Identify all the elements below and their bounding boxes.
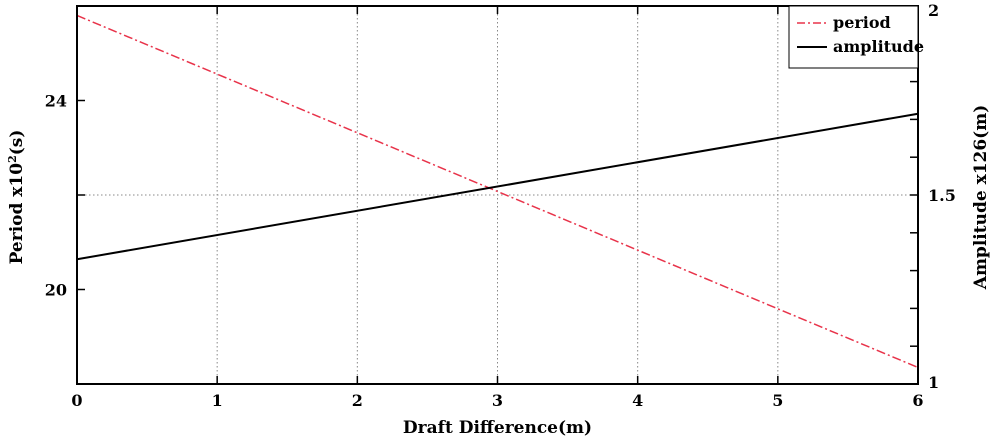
y-left-axis-label-base: Period x10 [7, 163, 27, 265]
tick-labels: 0 1 2 3 4 5 6 20 24 1 1.5 2 [45, 1, 956, 410]
y-left-axis-label-unit: (s) [7, 130, 27, 156]
x-tick-label-0: 0 [71, 391, 82, 410]
y-left-tick-label-24: 24 [45, 92, 67, 111]
x-tick-label-1: 1 [212, 391, 223, 410]
y-left-axis-label-superscript: 2 [6, 155, 19, 163]
legend-label-period: period [833, 13, 891, 32]
series-lines [76, 14, 919, 369]
y-left-axis-label: Period x102(s) [6, 130, 28, 265]
series-line-amplitude [76, 112, 919, 261]
y-left-tick-label-20: 20 [45, 281, 67, 300]
series-line-period [76, 14, 919, 369]
x-tick-label-3: 3 [492, 391, 503, 410]
x-axis-label: Draft Difference(m) [403, 418, 592, 438]
x-tick-label-6: 6 [912, 391, 923, 410]
y-right-tick-label-1: 1 [928, 373, 939, 392]
x-tick-label-2: 2 [352, 391, 363, 410]
y-right-tick-label-2: 2 [928, 1, 939, 20]
legend-label-amplitude: amplitude [833, 37, 924, 56]
x-tick-label-5: 5 [772, 391, 783, 410]
grid-lines [77, 6, 918, 384]
x-tick-label-4: 4 [632, 391, 643, 410]
y-right-tick-label-1.5: 1.5 [928, 186, 956, 205]
y-right-axis-label: Amplitude x126(m) [971, 105, 991, 291]
legend-box [788, 5, 919, 69]
legend: period amplitude [788, 5, 924, 69]
